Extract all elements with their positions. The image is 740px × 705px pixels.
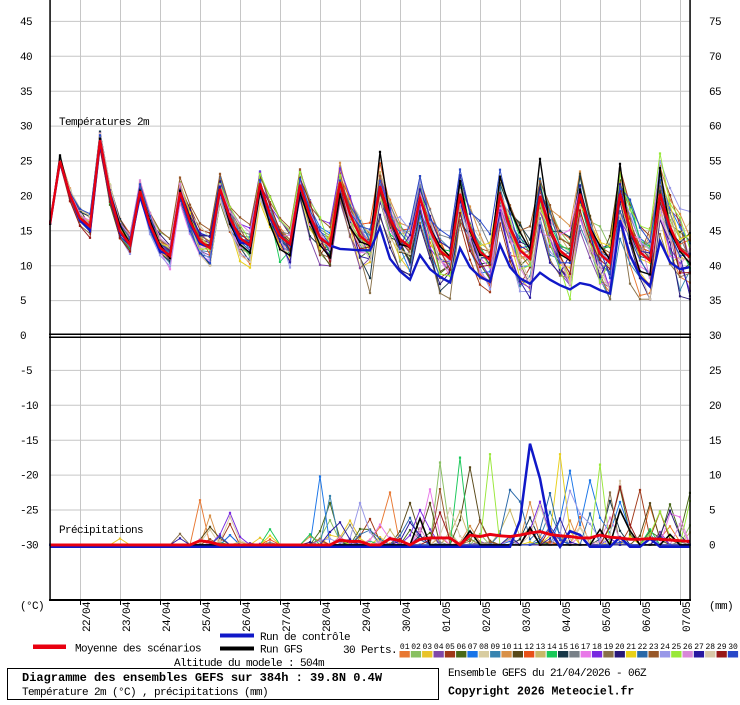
svg-text:02/05: 02/05 [482, 602, 494, 632]
svg-text:15: 15 [558, 643, 568, 652]
svg-text:45: 45 [20, 17, 32, 29]
svg-text:07/05: 07/05 [682, 602, 694, 632]
svg-text:17: 17 [581, 643, 591, 652]
svg-text:24: 24 [660, 643, 670, 652]
svg-text:40: 40 [20, 52, 32, 64]
svg-text:-10: -10 [20, 401, 38, 413]
svg-text:55: 55 [709, 157, 721, 169]
svg-text:27/04: 27/04 [282, 601, 294, 632]
svg-text:29/04: 29/04 [362, 601, 374, 632]
svg-text:-30: -30 [20, 541, 38, 553]
svg-text:23/04: 23/04 [122, 601, 134, 632]
svg-text:70: 70 [709, 52, 721, 64]
svg-text:05/05: 05/05 [602, 602, 614, 632]
svg-text:04/05: 04/05 [562, 602, 574, 632]
svg-text:75: 75 [709, 17, 721, 29]
svg-text:0: 0 [709, 541, 715, 553]
svg-text:27: 27 [694, 643, 704, 652]
svg-text:20: 20 [615, 643, 625, 652]
svg-text:16: 16 [570, 643, 580, 652]
svg-text:-20: -20 [20, 471, 38, 483]
svg-text:Moyenne des scénarios: Moyenne des scénarios [75, 644, 201, 656]
svg-text:25: 25 [672, 643, 682, 652]
svg-text:Ensemble GEFS du 21/04/2026 -: Ensemble GEFS du 21/04/2026 - 06Z [448, 668, 647, 680]
svg-text:01/05: 01/05 [442, 602, 454, 632]
svg-text:25/04: 25/04 [202, 601, 214, 632]
svg-text:Run de contrôle: Run de contrôle [260, 632, 350, 644]
svg-text:0: 0 [20, 331, 26, 343]
svg-text:(°C): (°C) [20, 601, 44, 613]
svg-text:28/04: 28/04 [322, 601, 334, 632]
svg-text:28: 28 [705, 643, 715, 652]
svg-text:5: 5 [709, 506, 715, 518]
svg-text:26/04: 26/04 [242, 601, 254, 632]
svg-text:02: 02 [411, 643, 421, 652]
svg-text:22: 22 [638, 643, 648, 652]
svg-text:-25: -25 [20, 506, 38, 518]
svg-text:30: 30 [728, 643, 738, 652]
svg-text:40: 40 [709, 261, 721, 273]
svg-text:30: 30 [20, 122, 32, 134]
svg-text:Diagramme des ensembles GEFS s: Diagramme des ensembles GEFS sur 384h : … [22, 671, 383, 685]
svg-text:10: 10 [502, 643, 512, 652]
svg-text:-15: -15 [20, 436, 38, 448]
svg-text:21: 21 [626, 643, 636, 652]
svg-text:06/05: 06/05 [642, 602, 654, 632]
svg-text:50: 50 [709, 192, 721, 204]
svg-text:Températures 2m: Températures 2m [59, 117, 150, 129]
svg-text:03/05: 03/05 [522, 602, 534, 632]
svg-text:07: 07 [468, 643, 478, 652]
svg-text:35: 35 [20, 87, 32, 99]
svg-text:15: 15 [709, 436, 721, 448]
svg-text:23: 23 [649, 643, 659, 652]
svg-text:11: 11 [513, 643, 523, 652]
svg-text:45: 45 [709, 226, 721, 238]
svg-text:08: 08 [479, 643, 489, 652]
svg-text:05: 05 [445, 643, 455, 652]
svg-text:18: 18 [592, 643, 602, 652]
svg-text:35: 35 [709, 296, 721, 308]
svg-text:25: 25 [709, 366, 721, 378]
svg-text:30 Perts.: 30 Perts. [343, 645, 397, 657]
svg-text:(mm): (mm) [709, 601, 733, 613]
svg-text:03: 03 [422, 643, 432, 652]
svg-text:19: 19 [604, 643, 614, 652]
svg-text:12: 12 [524, 643, 534, 652]
svg-text:Run GFS: Run GFS [260, 645, 303, 657]
svg-text:13: 13 [536, 643, 546, 652]
svg-text:60: 60 [709, 122, 721, 134]
svg-text:10: 10 [709, 471, 721, 483]
svg-text:Précipitations: Précipitations [59, 525, 143, 537]
svg-text:Copyright 2026 Meteociel.fr: Copyright 2026 Meteociel.fr [448, 686, 634, 699]
svg-text:06: 06 [456, 643, 466, 652]
svg-text:01: 01 [400, 643, 410, 652]
svg-text:24/04: 24/04 [162, 601, 174, 632]
svg-text:26: 26 [683, 643, 693, 652]
svg-text:09: 09 [490, 643, 500, 652]
svg-text:04: 04 [434, 643, 444, 652]
svg-text:65: 65 [709, 87, 721, 99]
svg-text:20: 20 [709, 401, 721, 413]
svg-text:22/04: 22/04 [82, 601, 94, 632]
svg-text:30/04: 30/04 [402, 601, 414, 632]
svg-text:Température 2m (°C) , précipit: Température 2m (°C) , précipitations (mm… [22, 687, 268, 699]
svg-text:Altitude du modele : 504m: Altitude du modele : 504m [174, 658, 325, 670]
svg-text:29: 29 [717, 643, 727, 652]
svg-text:20: 20 [20, 192, 32, 204]
svg-text:25: 25 [20, 157, 32, 169]
svg-text:15: 15 [20, 226, 32, 238]
svg-text:10: 10 [20, 261, 32, 273]
svg-text:30: 30 [709, 331, 721, 343]
svg-text:5: 5 [20, 296, 26, 308]
svg-text:-5: -5 [20, 366, 32, 378]
svg-text:14: 14 [547, 643, 557, 652]
